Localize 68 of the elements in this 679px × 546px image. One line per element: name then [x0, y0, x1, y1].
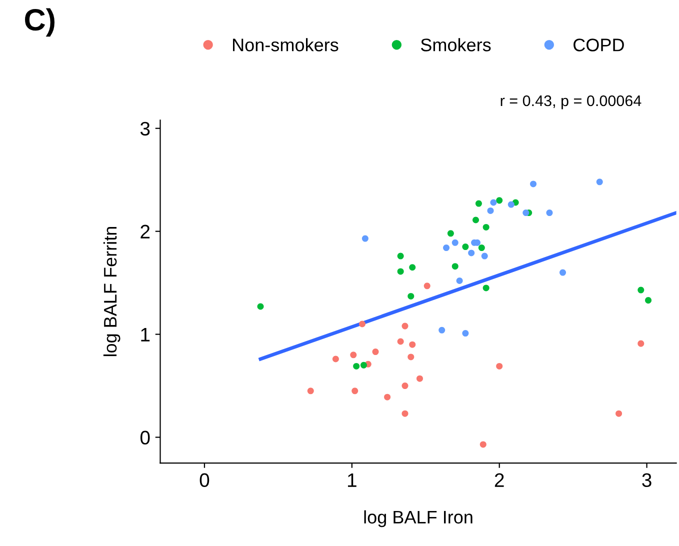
- point: [478, 244, 485, 252]
- point: [530, 180, 537, 188]
- point: [638, 286, 644, 294]
- point: [409, 341, 416, 348]
- x-tick-label: 0: [200, 473, 210, 488]
- point: [332, 356, 339, 362]
- legend-label: COPD: [574, 38, 624, 52]
- x-tick-label: 3: [642, 473, 652, 488]
- point: [397, 268, 404, 275]
- point: [443, 244, 450, 252]
- point: [409, 264, 416, 271]
- point: [496, 362, 503, 370]
- point: [397, 252, 404, 260]
- y-tick-label: 3: [140, 122, 150, 136]
- point: [522, 210, 530, 216]
- point: [462, 330, 469, 337]
- point: [257, 303, 264, 310]
- point: [468, 250, 475, 256]
- y-axis-title: log BALF Ferritn: [103, 227, 120, 356]
- point: [353, 362, 360, 370]
- point: [546, 210, 553, 216]
- point: [447, 230, 454, 237]
- point: [560, 269, 566, 276]
- point: [424, 282, 430, 290]
- x-tick-label: 2: [494, 473, 504, 487]
- point: [402, 410, 408, 417]
- x-axis-title: log BALF Iron: [364, 510, 472, 528]
- point: [596, 178, 603, 186]
- point: [452, 239, 458, 246]
- point: [490, 199, 497, 206]
- legend-label: Smokers: [420, 38, 491, 52]
- y-tick-label: 2: [140, 224, 150, 238]
- point: [307, 388, 314, 394]
- point: [358, 320, 366, 328]
- point: [496, 197, 503, 204]
- point: [456, 277, 463, 284]
- y-tick-label: 1: [141, 328, 150, 342]
- text: r = 0.43, p = 0.00064: [500, 95, 642, 110]
- legend-label: Non-smokers: [233, 38, 338, 52]
- point: [482, 224, 490, 230]
- point: [480, 441, 486, 448]
- point: [472, 216, 480, 224]
- point: [481, 252, 488, 260]
- text: C): [25, 8, 54, 37]
- point: [402, 382, 408, 390]
- point: [452, 263, 458, 270]
- point: [384, 394, 391, 400]
- point: [372, 348, 379, 356]
- y-tick-label: 0: [140, 430, 150, 445]
- point: [616, 410, 622, 417]
- point: [462, 244, 469, 250]
- point: [397, 338, 404, 345]
- point: [352, 388, 358, 394]
- point: [408, 292, 414, 300]
- point: [362, 235, 368, 242]
- point: [638, 340, 644, 347]
- point: [402, 322, 408, 330]
- point: [645, 297, 652, 304]
- point: [475, 200, 482, 207]
- point: [508, 201, 514, 208]
- point: [482, 284, 490, 292]
- point: [416, 375, 423, 382]
- point: [438, 326, 446, 334]
- point: [350, 352, 357, 358]
- x-tick-label: 1: [348, 473, 356, 487]
- point: [408, 354, 414, 360]
- point: [487, 207, 494, 214]
- point: [360, 362, 367, 368]
